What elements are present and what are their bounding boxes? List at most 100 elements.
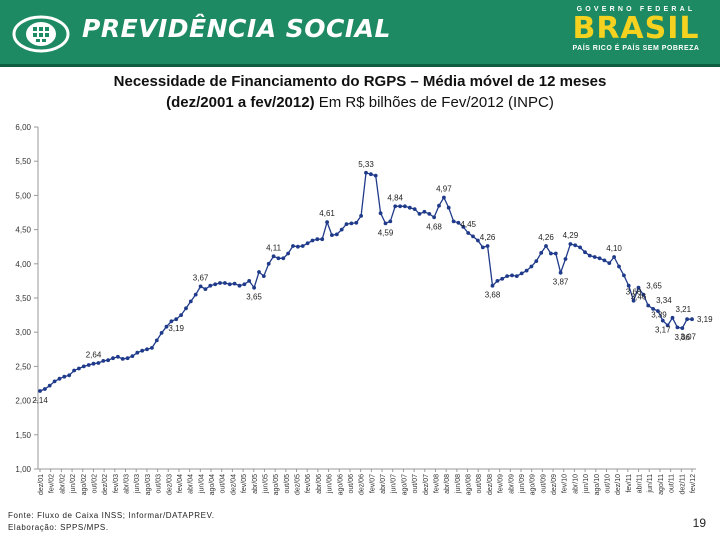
x-tick-label: fev/11 [626,474,633,493]
data-point [232,281,237,286]
data-point [339,227,344,232]
data-point [660,318,665,323]
x-tick-label: jun/03 [134,474,141,494]
data-point [276,256,281,261]
gov-top-text: GOVERNO FEDERAL [576,6,696,13]
x-tick-label: out/11 [669,474,676,493]
brand-title: PREVIDÊNCIA SOCIAL [82,14,391,43]
data-point [359,214,363,218]
data-point [193,292,198,297]
data-point [568,242,573,246]
data-label: 3,21 [676,305,692,314]
data-point [281,256,286,261]
data-label: 3,07 [680,332,696,341]
data-point [344,222,349,226]
x-tick-label: jun/06 [327,474,334,494]
x-tick-label: ago/09 [530,474,537,496]
data-point [38,389,42,393]
data-label: 4,10 [606,244,622,253]
data-point [310,238,315,243]
data-point [218,281,222,285]
data-label: 4,84 [387,193,403,202]
data-point [150,346,154,350]
line-chart: 1,00 1,50 2,00 2,50 3,00 3,50 4,00 4,50 5,00 5,50… [15,123,713,496]
data-point [412,207,417,211]
data-point [354,220,359,225]
data-point [529,264,534,269]
data-point [646,303,651,308]
data-point [510,273,514,278]
x-tick-label: abr/02 [59,474,66,494]
x-tick-label: fev/12 [690,474,697,493]
governo-federal-logo: GOVERNO FEDERAL BRASIL PAÍS RICO É PAÍS … [562,6,710,60]
data-point [514,274,519,278]
x-tick-label: ago/11 [658,474,665,495]
y-tick-label: 1,00 [15,465,31,474]
x-tick-label: abr/04 [188,474,195,494]
data-label: 3,19 [168,324,184,333]
x-tick-label: out/07 [412,474,419,494]
x-tick-label: ago/08 [466,474,473,496]
data-point [349,221,354,226]
x-tick-label: fev/03 [113,474,120,493]
data-point [47,383,52,388]
data-point [154,338,159,343]
data-label: 4,61 [319,209,335,218]
data-point [86,363,91,367]
data-point [130,354,135,358]
data-point [111,356,115,361]
x-tick-label: dez/03 [166,474,173,495]
y-tick-label: 5,00 [15,191,31,200]
data-label: 4,26 [538,233,554,242]
data-point [67,373,72,378]
x-tick-label: abr/10 [572,474,579,494]
data-point [519,271,524,276]
source-text: Fonte: Fluxo de Caixa INSS; Informar/DAT… [8,511,215,520]
data-point [583,250,587,255]
data-label: 3,34 [656,296,672,305]
x-tick-label: out/10 [604,474,611,494]
gov-brasil-text: BRASIL [572,11,700,46]
data-point [198,284,203,289]
data-label: 4,29 [563,231,579,240]
x-tick-label: fev/07 [369,474,376,493]
x-tick-label: dez/10 [615,474,622,495]
data-point [451,219,456,224]
x-tick-label: ago/07 [401,474,408,496]
data-point [271,254,276,259]
data-point [553,251,558,256]
x-tick-label: abr/07 [380,474,387,494]
data-point [330,233,334,237]
data-label: 3,65 [246,293,262,302]
x-tick-label: jun/08 [455,474,462,494]
data-point [587,253,592,258]
x-tick-label: jun/09 [519,474,526,494]
data-point [43,387,47,391]
footer-source: Fonte: Fluxo de Caixa INSS; Informar/DAT… [8,510,215,534]
data-point [617,264,621,269]
x-tick-label: jun/02 [70,474,77,494]
data-label: 3,17 [655,326,671,335]
data-point [558,270,563,275]
data-label: 2,14 [32,396,48,405]
data-point [651,307,655,311]
data-point [320,237,325,242]
data-point [184,306,188,311]
data-point [242,282,247,287]
data-point [626,283,631,288]
data-point [437,203,441,208]
y-tick-label: 6,00 [15,123,31,132]
x-tick-label: abr/03 [124,474,131,494]
data-label: 3,68 [626,288,642,297]
y-tick-label: 3,50 [15,294,31,303]
x-tick-label: jun/05 [262,474,269,494]
x-tick-label: out/09 [540,474,547,494]
data-point [393,204,398,209]
x-tick-label: dez/08 [487,474,494,495]
data-label: 4,26 [480,233,496,242]
y-tick-label: 1,50 [15,431,31,440]
title-unit: Em R$ bilhões de Fev/2012 (INPC) [314,94,554,111]
data-point [286,251,290,256]
data-point [622,273,626,278]
x-tick-label: fev/10 [562,474,569,493]
